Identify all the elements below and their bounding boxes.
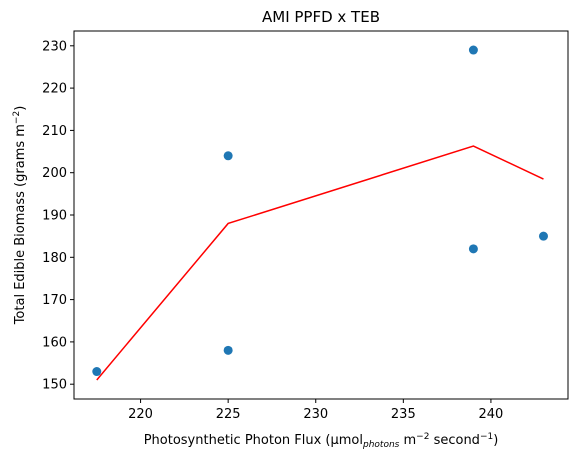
x-tick-label: 230 (303, 407, 328, 422)
y-tick-label: 180 (42, 251, 67, 266)
x-tick-label: 240 (479, 407, 504, 422)
y-tick-label: 150 (42, 378, 67, 393)
x-tick-label: 225 (216, 407, 241, 422)
y-tick-label: 220 (42, 82, 67, 97)
data-point (223, 151, 233, 161)
y-tick-label: 190 (42, 209, 67, 224)
plot-frame (73, 30, 569, 400)
data-point (468, 45, 478, 55)
x-tick-label: 220 (128, 407, 153, 422)
x-axis-ticks: 220 225 230 235 240 (128, 399, 503, 422)
trend-line-series (96, 145, 544, 381)
axes (73, 30, 569, 400)
y-tick-label: 170 (42, 293, 67, 308)
y-tick-label: 230 (42, 39, 67, 54)
y-tick-label: 160 (42, 335, 67, 350)
y-axis-label: Total Edible Biomass (grams m−2) (12, 106, 28, 326)
data-point (538, 231, 548, 241)
chart-title: AMI PPFD x TEB (262, 8, 380, 26)
scatter-series (92, 45, 548, 377)
data-point (223, 345, 233, 355)
y-axis-ticks: 150 160 170 180 190 200 210 220 230 (42, 39, 74, 393)
y-tick-label: 210 (42, 124, 67, 139)
x-tick-label: 235 (391, 407, 416, 422)
y-tick-label: 200 (42, 166, 67, 181)
data-point (468, 244, 478, 254)
x-axis-label: Photosynthetic Photon Flux (μmolphotons … (144, 432, 499, 450)
data-point (92, 367, 102, 377)
trend-line (96, 145, 544, 381)
